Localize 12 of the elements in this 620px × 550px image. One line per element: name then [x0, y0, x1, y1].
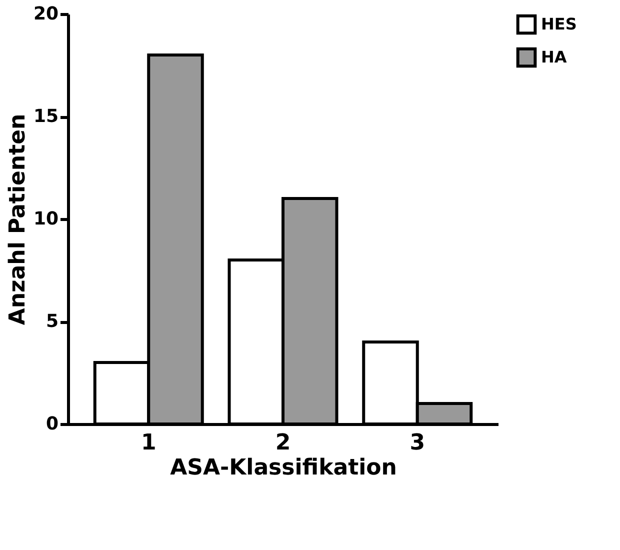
y-axis-title: Anzahl Patienten [5, 114, 30, 326]
x-tick-label: 3 [410, 430, 426, 456]
legend-label: HA [541, 48, 568, 66]
y-tick-label: 5 [46, 311, 58, 332]
x-tick-label: 2 [275, 430, 291, 456]
x-axis-title: ASA-Klassifikation [170, 456, 397, 480]
x-tick-label: 1 [140, 430, 156, 456]
y-tick-label: 0 [46, 414, 58, 434]
y-tick-label: 10 [33, 208, 58, 230]
y-tick-label: 15 [33, 106, 58, 127]
y-tick-label: 20 [33, 4, 58, 24]
legend-label: HES [541, 14, 577, 34]
